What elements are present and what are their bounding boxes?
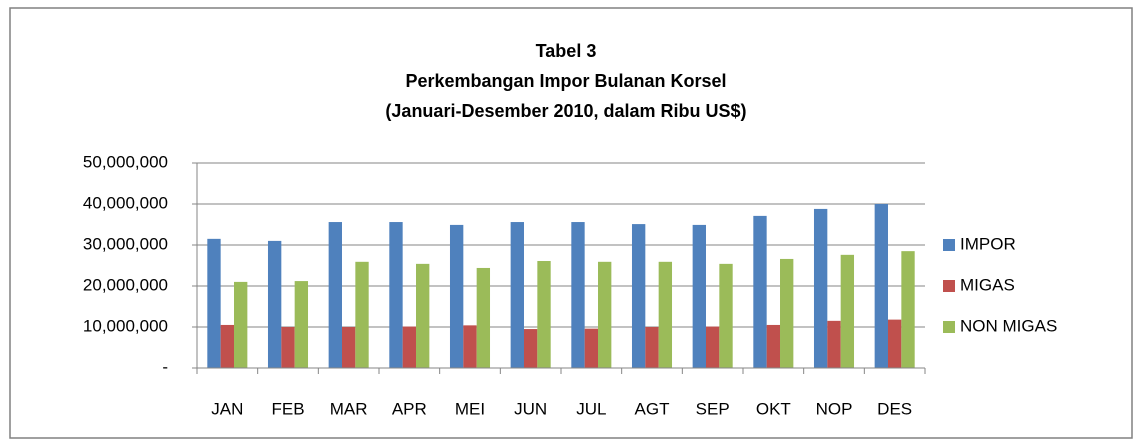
bar: [449, 224, 464, 368]
y-tick-label: 10,000,000: [83, 316, 168, 335]
bar: [753, 215, 767, 368]
x-tick-label: JUL: [576, 399, 606, 418]
x-tick-label: AGT: [635, 399, 670, 418]
bar: [766, 324, 781, 368]
bar: [631, 224, 646, 368]
bar: [267, 240, 282, 368]
bar: [281, 327, 295, 368]
x-tick-label: DES: [877, 399, 912, 418]
legend-label: MIGAS: [960, 275, 1015, 294]
x-tick-label: FEB: [271, 399, 304, 418]
x-tick-label: APR: [392, 399, 427, 418]
bar: [840, 254, 855, 368]
y-tick-label: -: [162, 357, 168, 376]
chart-title: (Januari-Desember 2010, dalam Ribu US$): [385, 101, 746, 121]
y-tick-label: 20,000,000: [83, 275, 168, 294]
legend-swatch: [943, 280, 955, 292]
bar: [887, 319, 902, 368]
legend-swatch: [943, 321, 955, 333]
legend-label: IMPOR: [960, 234, 1016, 253]
bar: [780, 258, 794, 368]
y-tick-label: 50,000,000: [83, 152, 168, 171]
chart-title: Perkembangan Impor Bulanan Korsel: [405, 71, 726, 91]
bar: [584, 328, 599, 368]
bar: [658, 261, 673, 368]
bar: [901, 251, 915, 368]
x-tick-label: JUN: [514, 399, 547, 418]
bar: [220, 324, 235, 368]
bar: [692, 224, 706, 368]
bar: [598, 261, 612, 368]
bar: [510, 222, 524, 368]
bar: [234, 281, 248, 368]
bar: [874, 204, 888, 368]
x-tick-label: MEI: [455, 399, 485, 418]
x-tick-label: SEP: [696, 399, 730, 418]
bar: [341, 327, 356, 368]
bar: [207, 238, 221, 368]
bar: [416, 263, 430, 368]
x-tick-label: JAN: [211, 399, 243, 418]
x-tick-label: NOP: [816, 399, 853, 418]
bar: [402, 326, 417, 368]
bar: [355, 261, 369, 368]
legend-swatch: [943, 239, 955, 251]
bar: [389, 222, 403, 368]
bar: [294, 281, 309, 368]
bar: [813, 208, 828, 368]
bar: [537, 260, 551, 368]
bar: [476, 267, 491, 368]
bar: [705, 326, 720, 368]
bar: [463, 325, 477, 368]
chart-title: Tabel 3: [536, 41, 597, 61]
bar: [645, 327, 659, 368]
bar: [719, 263, 733, 368]
legend-label: NON MIGAS: [960, 316, 1057, 335]
bar: [523, 329, 538, 368]
bar: [328, 222, 342, 368]
x-tick-label: OKT: [756, 399, 791, 418]
y-tick-label: 40,000,000: [83, 193, 168, 212]
bar: [827, 320, 841, 368]
bar: [571, 222, 585, 368]
x-tick-label: MAR: [330, 399, 368, 418]
y-tick-label: 30,000,000: [83, 234, 168, 253]
